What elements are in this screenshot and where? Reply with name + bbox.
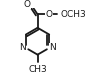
Text: CH3: CH3 xyxy=(28,65,47,74)
Text: N: N xyxy=(19,43,26,52)
Text: O: O xyxy=(24,0,31,9)
Text: N: N xyxy=(49,43,56,52)
Text: O: O xyxy=(46,10,53,19)
Text: OCH3: OCH3 xyxy=(61,10,87,19)
